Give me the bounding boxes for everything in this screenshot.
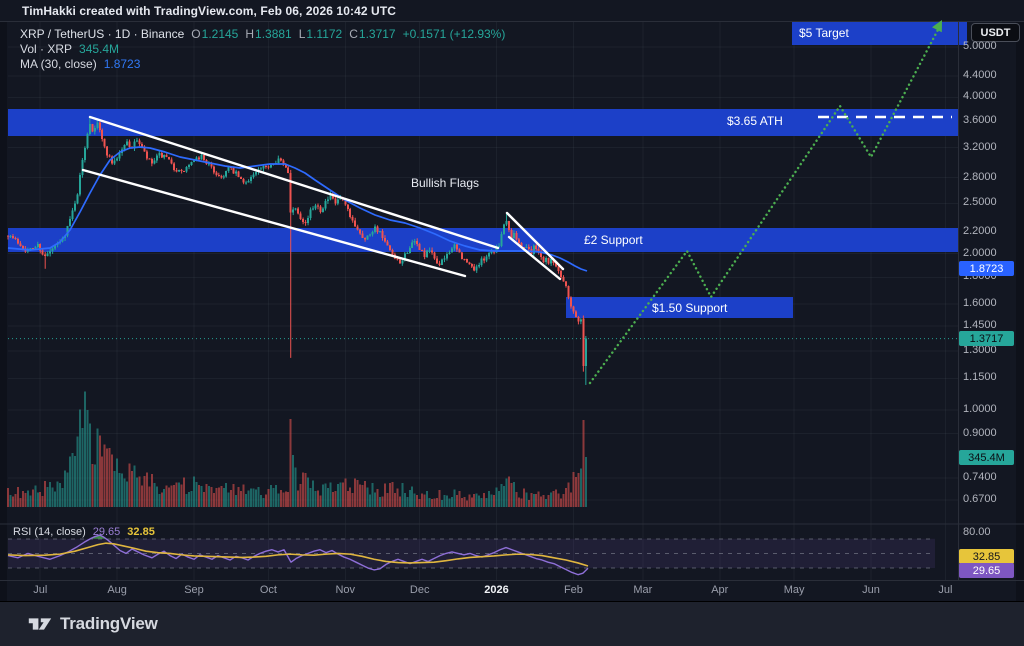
rsi-pane-layer [7, 534, 935, 576]
annotation-2-support[interactable]: £2 Support [584, 233, 643, 247]
legend-symbol-row[interactable]: XRP / TetherUS · 1D · Binance O1.2145 H1… [20, 26, 505, 41]
tradingview-logo-icon [28, 618, 52, 630]
ohlc-close: C1.3717 [349, 26, 396, 41]
legend-ma-row[interactable]: MA (30, close) 1.8723 [20, 56, 505, 71]
annotation-5-dollar-target[interactable]: $5 Target [799, 26, 849, 40]
rsi-legend-value: 29.65 [92, 526, 121, 538]
tradingview-brand-text: TradingView [60, 614, 158, 633]
ohlc-open: O1.2145 [191, 26, 239, 41]
one-fifty-support-zone [566, 297, 793, 318]
ma-indicator-value: 1.8723 [103, 56, 141, 71]
annotation-bullish-flags[interactable]: Bullish Flags [411, 176, 480, 190]
rsi-line [7, 534, 589, 576]
five-dollar-target-zone [792, 22, 967, 45]
ath-zone [8, 109, 958, 136]
chart-canvas[interactable] [0, 0, 1024, 602]
legend-volume-row[interactable]: Vol · XRP 345.4M [20, 41, 505, 56]
annotation-150-support[interactable]: $1.50 Support [652, 301, 728, 315]
rsi-legend-ma-value: 32.85 [127, 526, 155, 538]
two-dollar-support-zone [8, 228, 958, 252]
ma30-line [7, 146, 588, 272]
change-readout: +0.1571 (+12.93%) [402, 26, 506, 41]
ma-indicator-label: MA (30, close) [20, 56, 97, 71]
zone-bands-layer [8, 22, 967, 318]
rsi-value-badge: 29.65 [959, 563, 1014, 578]
ohlc-high: H1.3881 [245, 26, 292, 41]
ohlc-low: L1.1172 [298, 26, 343, 41]
projection-path [588, 22, 943, 385]
currency-toggle-button[interactable]: USDT [971, 23, 1020, 42]
rsi-overbought-fill [90, 535, 106, 539]
footer-bar: TradingView [0, 602, 1024, 646]
rsi-indicator-label: RSI (14, close) [13, 526, 86, 538]
last-price-badge: 1.3717 [959, 331, 1014, 346]
rsi-ma-value-badge: 32.85 [959, 549, 1014, 564]
rsi-legend-row[interactable]: RSI (14, close) 29.65 32.85 [13, 526, 155, 538]
volume-indicator-label: Vol · XRP [20, 41, 73, 56]
volume-indicator-value: 345.4M [79, 41, 120, 56]
annotation-ath[interactable]: $3.65 ATH [727, 114, 783, 128]
flag-trendlines-layer [81, 115, 565, 281]
volume-bars-layer [7, 391, 587, 507]
volume-value-badge: 345.4M [959, 450, 1014, 465]
projection-arrowhead [932, 20, 942, 33]
symbol-title: XRP / TetherUS · 1D · Binance [20, 26, 185, 41]
rsi-ma-line [7, 542, 589, 567]
tradingview-brand-link[interactable]: TradingView [28, 613, 158, 635]
rsi-scale-tick: 80.00 [963, 526, 991, 538]
ma-value-badge: 1.8723 [959, 261, 1014, 276]
chart-legend: XRP / TetherUS · 1D · Binance O1.2145 H1… [20, 26, 505, 71]
attribution-text: TimHakki created with TradingView.com, F… [22, 4, 397, 18]
